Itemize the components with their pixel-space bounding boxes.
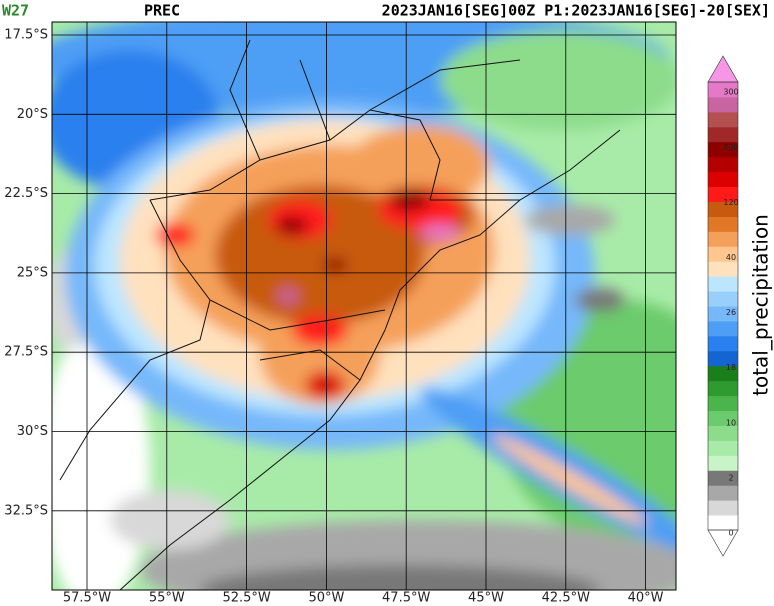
colorbar-tick-label: 18 — [726, 363, 736, 372]
field-label: PREC — [144, 2, 180, 20]
colorbar-band — [708, 291, 738, 307]
map-frame — [51, 21, 677, 591]
lon-label: 50°W — [308, 591, 344, 606]
colorbar-tick-label: 40 — [726, 253, 736, 262]
lat-label: 17.5°S — [4, 28, 48, 43]
lat-label: 32.5°S — [4, 503, 48, 518]
colorbar-band — [708, 395, 738, 412]
borders — [59, 39, 621, 590]
lat-label: 20°S — [17, 107, 48, 122]
colorbar-band — [708, 111, 738, 128]
colorbar-band — [708, 261, 738, 277]
lon-label: 47.5°W — [382, 591, 430, 606]
colorbar-band — [708, 96, 738, 113]
colorbar-band — [708, 485, 738, 501]
colorbar-band — [708, 455, 738, 471]
lat-label: 30°S — [17, 424, 48, 439]
colorbar-band — [708, 515, 738, 531]
colorbar-band — [708, 470, 738, 486]
colorbar-band — [708, 365, 738, 382]
lon-label: 55°W — [149, 591, 185, 606]
colorbar-tick-label: 300 — [723, 88, 738, 97]
colorbar-band — [708, 410, 738, 426]
precip-field — [52, 22, 676, 590]
colorbar-band — [708, 246, 738, 262]
colorbar-frame — [707, 81, 739, 531]
colorbar-band — [708, 126, 738, 143]
colorbar-band — [708, 350, 738, 367]
colorbar-band — [708, 440, 738, 456]
colorbar-band — [708, 320, 738, 337]
lon-label: 45°W — [468, 591, 504, 606]
colorbar-tick-label: 2 — [728, 473, 733, 482]
colorbar-tick-label: 120 — [723, 198, 738, 207]
colorbar-band — [708, 500, 738, 516]
lat-label: 27.5°S — [4, 345, 48, 360]
lon-label: 52.5°W — [222, 591, 270, 606]
colorbar-band — [708, 201, 738, 217]
lon-label: 57.5°W — [63, 591, 111, 606]
colorbar-band — [708, 276, 738, 292]
colorbar-band — [708, 335, 738, 352]
colorbar-band — [708, 141, 738, 158]
colorbar-arrow — [707, 55, 739, 83]
colorbar-band — [708, 231, 738, 247]
colorbar-band — [708, 425, 738, 441]
lat-label: 22.5°S — [4, 186, 48, 201]
colorbar-band — [708, 216, 738, 232]
colorbar-tick-label: 0 — [728, 529, 733, 538]
colorbar-band — [708, 186, 738, 202]
colorbar-band — [708, 380, 738, 397]
colorbar-title: total_precipitation — [749, 214, 773, 396]
lon-label: 40°W — [628, 591, 664, 606]
colorbar-band — [708, 306, 738, 322]
run-label: W27 — [2, 2, 29, 20]
time-label: 2023JAN16[SEG]00Z P1:2023JAN16[SEG]-20[S… — [382, 2, 770, 20]
colorbar-tick-label: 200 — [723, 143, 738, 152]
colorbar-tick-label: 26 — [726, 308, 736, 317]
lat-label: 25°S — [17, 265, 48, 280]
colorbar-band — [708, 82, 738, 98]
colorbar-band — [708, 171, 738, 188]
lon-label: 42.5°W — [542, 591, 590, 606]
colorbar-tick-label: 10 — [726, 418, 736, 427]
colorbar-band — [708, 156, 738, 173]
